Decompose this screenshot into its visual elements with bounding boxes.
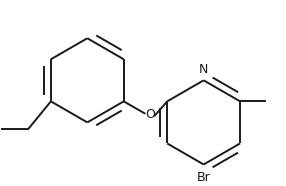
Text: O: O bbox=[145, 108, 155, 121]
Text: N: N bbox=[199, 63, 208, 76]
Text: Br: Br bbox=[197, 171, 210, 184]
